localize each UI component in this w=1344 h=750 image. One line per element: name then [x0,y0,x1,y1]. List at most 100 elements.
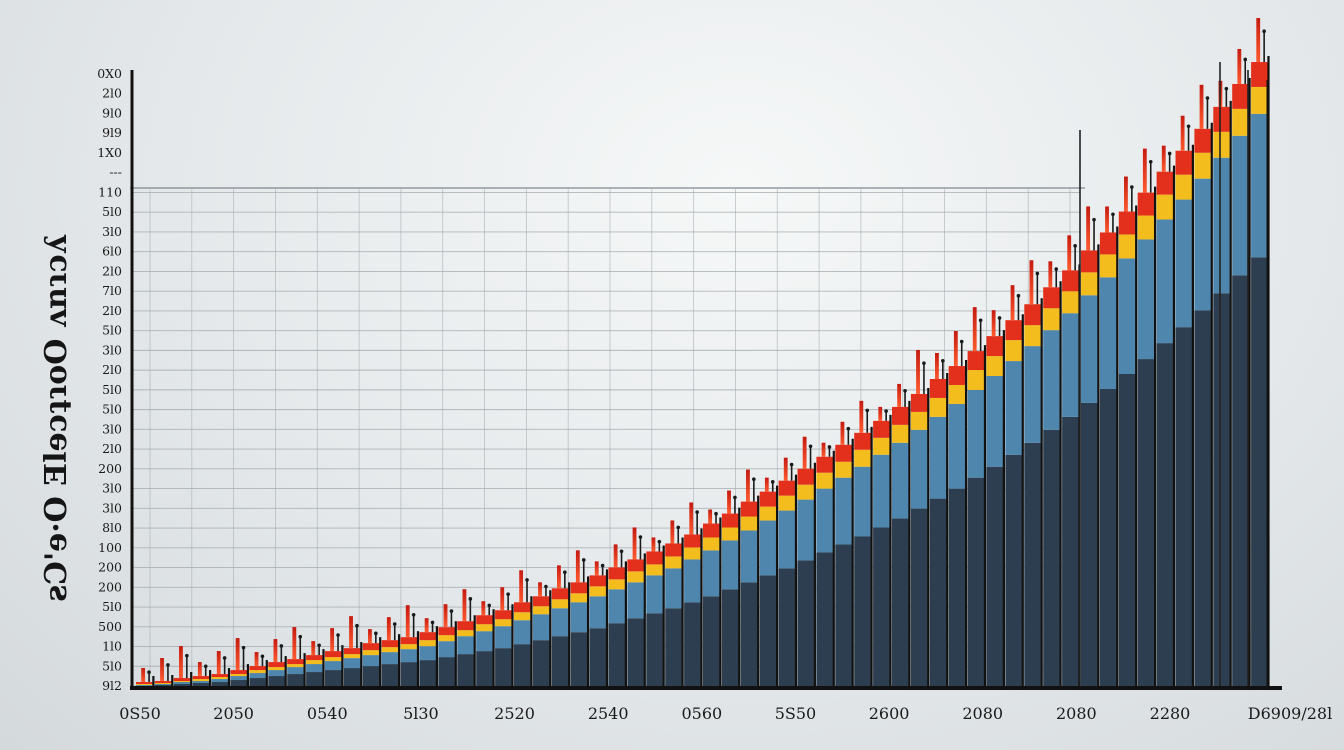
bar-segment-2 [192,681,211,684]
bar-spike [632,527,637,560]
bar-segment-3 [1118,234,1137,259]
bar-spike-cap [789,462,794,467]
bar-segment-4 [1137,192,1156,216]
bar-segment-3 [1081,272,1099,296]
bar-segment-4 [1175,150,1193,175]
bar-segment-2 [495,626,513,649]
bar-segment-2 [306,664,324,673]
bar-segment-3 [1005,340,1023,362]
bar-segment-1 [929,498,948,688]
bar-segment-2 [835,477,853,545]
y-tick-label: 2l0 [102,86,122,101]
bar-segment-1 [816,552,834,688]
bar-segment-1 [1118,374,1137,688]
bar-spike [1010,285,1015,321]
bar-segment-4 [457,621,475,631]
y-tick-label: 3l0 [102,500,122,515]
bar-segment-2 [1137,239,1156,360]
y-tick-label: 2l0 [102,303,122,318]
bar-spike [670,520,675,544]
x-tick-label: 2080 [962,704,1003,723]
bar-segment-2 [1043,330,1061,430]
bar-segment-1 [476,651,494,688]
bar-spike [594,561,599,576]
bar-segment-1 [759,575,778,688]
bar-segment-2 [211,679,229,683]
bar-spike [935,353,939,379]
bar-spike-cap [752,477,756,482]
bar-segment-1 [249,678,267,688]
bar-spike [972,307,977,352]
bar-segment-2 [551,608,570,637]
x-tick-label: 2050 [213,704,254,723]
bar-spike [519,570,524,603]
y-tick-label: 110 [98,184,122,199]
bar-segment-3 [362,650,381,656]
bar-spike [802,436,807,469]
bar-segment-4 [797,468,815,485]
bar-segment-3 [835,461,853,478]
bar-segment-2 [1175,199,1193,328]
bar-segment-3 [740,516,759,531]
bar-segment-3 [873,437,891,455]
y-tick-label: 2l0 [102,263,122,278]
bar-segment-1 [211,682,229,688]
bar-spike-cap [374,631,378,636]
bar-segment-3 [1213,131,1231,158]
bar-spike [179,646,183,679]
bar-spike-cap [147,670,151,675]
bar-segment-4 [1251,62,1269,87]
bar-segment-2 [476,631,494,652]
bar-segment-1 [778,568,796,688]
bar-spike-cap [1224,86,1229,91]
bar-segment-3 [457,630,475,637]
bar-segment-3 [646,564,664,576]
bar-segment-2 [287,667,305,675]
bar-segment-4 [532,596,551,607]
bar-segment-4 [1005,320,1023,341]
bar-spike-cap [525,578,529,582]
bar-segment-1 [646,613,664,688]
bar-segment-2 [627,582,645,619]
bar-spike-cap [355,623,359,628]
bar-spike-cap [770,480,775,484]
bar-spike-cap [1092,217,1096,222]
bar-segment-2 [948,403,967,489]
bar-segment-4 [154,681,173,684]
bar-segment-3 [154,683,173,685]
bar-segment-2 [589,596,607,629]
y-tick-label: 100 [98,540,122,555]
bar-segment-4 [967,351,985,371]
bar-spike-cap [657,539,662,544]
bar-segment-1 [230,680,248,688]
bar-segment-2 [703,550,721,597]
bar-spike [613,544,618,568]
bar-segment-3 [249,670,267,674]
bar-spike [953,331,958,367]
bar-segment-4 [873,420,891,438]
bar-segment-4 [759,491,778,507]
bar-segment-4 [1024,304,1042,326]
bar-segment-1 [306,672,324,688]
bar-segment-1 [551,636,570,688]
bar-segment-4 [230,670,248,675]
bar-spike-cap [166,663,170,667]
bar-segment-4 [1099,232,1118,255]
bar-spike-cap [279,644,284,648]
bar-spike-cap [1186,124,1191,129]
bar-segment-4 [211,674,229,678]
bar-segment-4 [325,651,343,658]
bar-spike-cap [581,558,586,562]
bar-segment-4 [1081,250,1099,273]
bar-segment-1 [287,674,305,688]
bar-spike [216,651,221,675]
y-tick-label: 5l0 [102,658,122,673]
bar-segment-2 [1081,295,1099,403]
bar-spike-cap [600,563,605,568]
bar-segment-3 [230,674,248,677]
bar-segment-1 [684,602,702,688]
bar-spike [859,400,864,433]
bar-segment-3 [1043,308,1061,331]
bar-segment-4 [495,610,513,620]
bar-segment-4 [287,659,305,665]
